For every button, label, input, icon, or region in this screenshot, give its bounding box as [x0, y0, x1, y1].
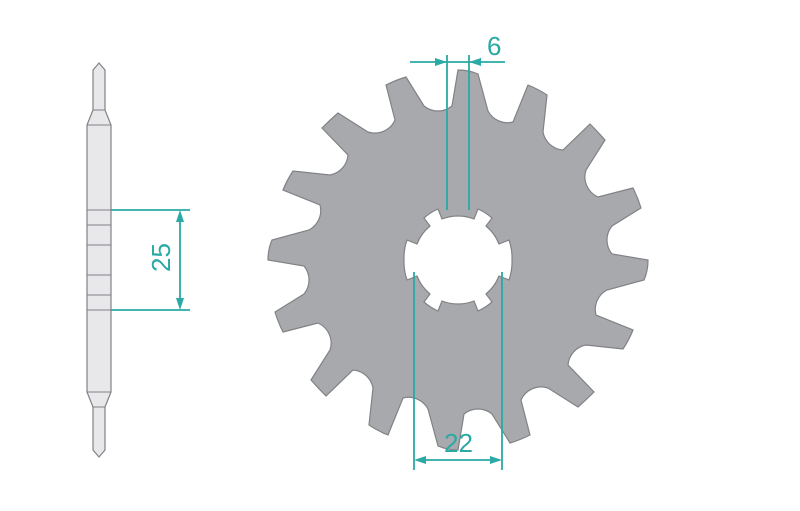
side-profile-view	[87, 63, 111, 457]
dimension-22-value: 22	[444, 428, 473, 458]
dimension-25-value: 25	[146, 243, 176, 272]
dimension-25: 25	[111, 210, 190, 310]
dimension-6-value: 6	[487, 31, 501, 61]
sprocket-front-view	[268, 68, 648, 450]
technical-drawing: 25 22 6	[0, 0, 800, 506]
